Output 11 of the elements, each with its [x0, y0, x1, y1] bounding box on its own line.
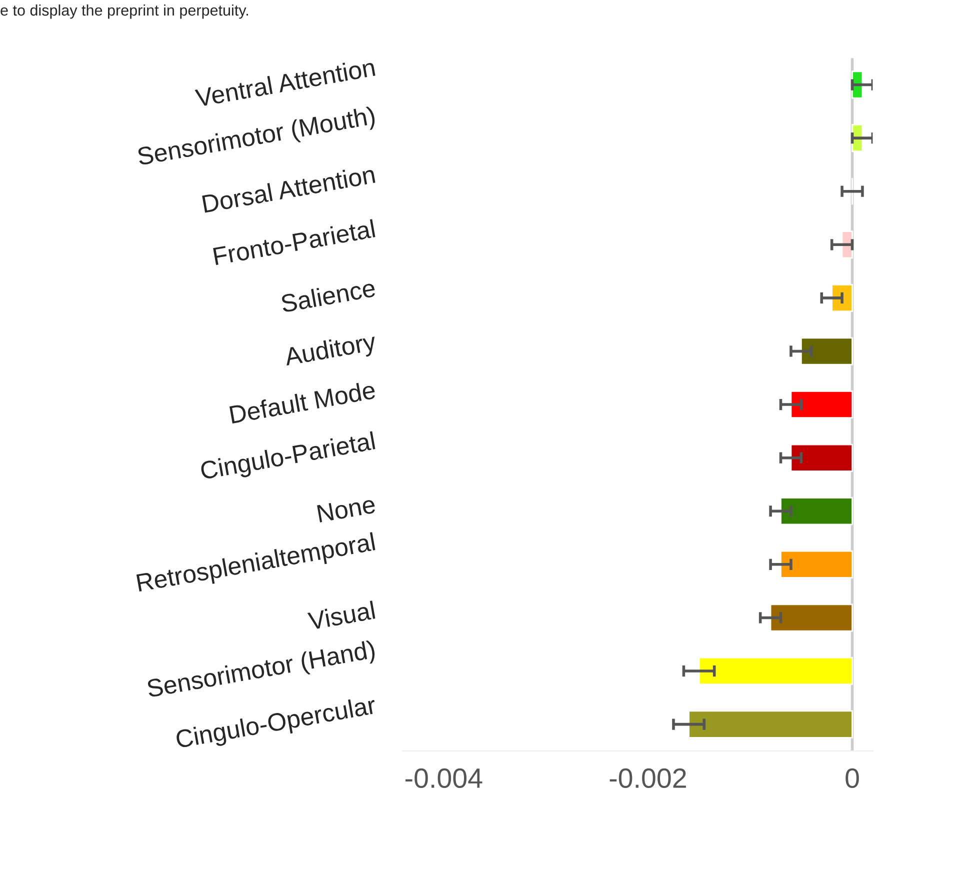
y-tick-label: Default Mode [229, 380, 376, 424]
x-tick-label: -0.004 [405, 768, 482, 788]
y-tick-label: Visual [307, 600, 376, 630]
y-tick-label: None [317, 496, 376, 523]
y-tick-label: Ventral Attention [194, 58, 376, 108]
x-tick-label: 0 [846, 768, 859, 788]
x-tick-label: -0.002 [610, 768, 686, 788]
text: e to display the preprint in perpetuity. [0, 4, 248, 19]
y-tick-label: Auditory [283, 332, 378, 371]
y-tick-label: Sensorimotor (Hand) [146, 640, 376, 698]
y-tick-label: Salience [280, 278, 376, 313]
